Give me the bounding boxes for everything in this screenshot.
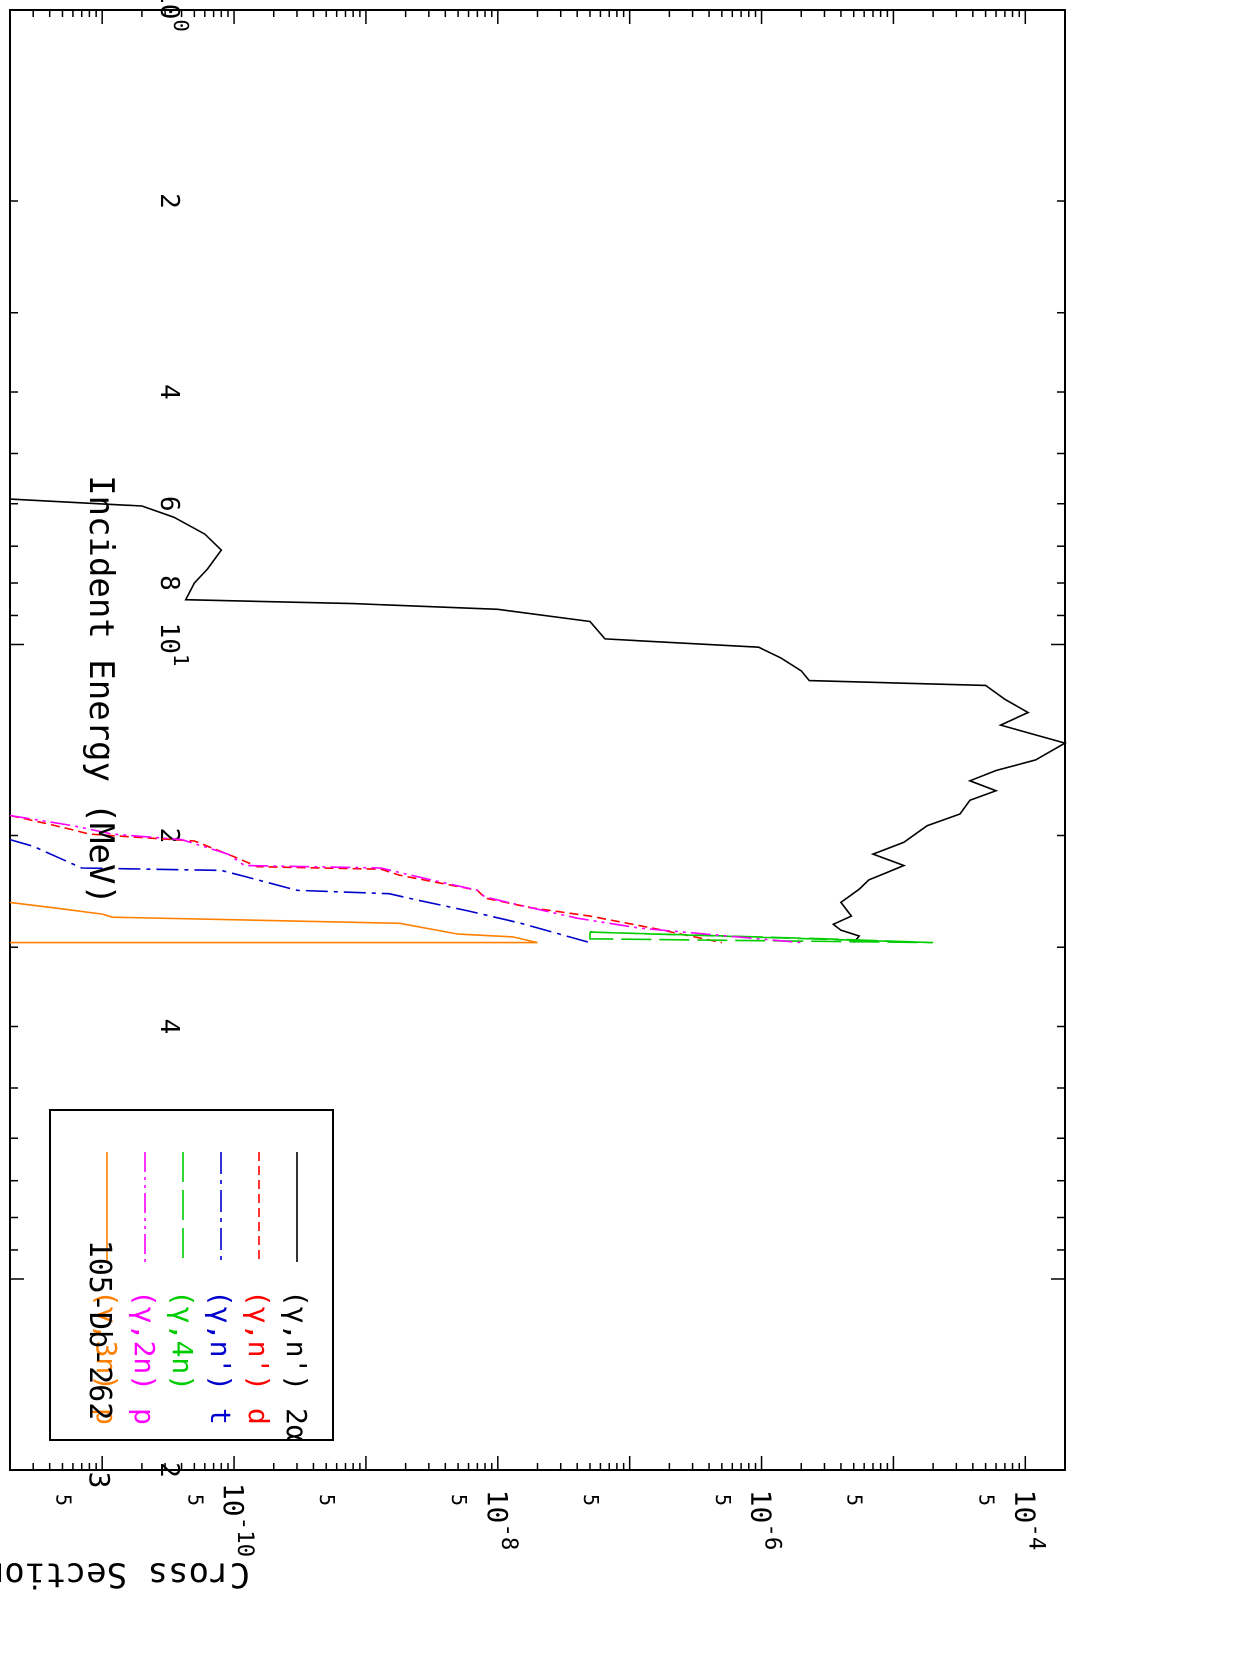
legend-label-3: (γ,n') t [204,1290,237,1425]
y-tick-label: 5 [315,1494,339,1506]
y-tick-label: 5 [843,1494,867,1506]
y-tick-label: 5 [579,1494,603,1506]
legend-label-5: (γ,2n) p [128,1290,161,1425]
x-tick-label: 2 [154,828,184,844]
legend-label-2: (γ,n') d [242,1290,275,1425]
legend-label-4: (γ,4n) [166,1290,199,1391]
x-tick-label: 100 [154,0,193,32]
x-tick-label: 101 [154,623,193,667]
x-tick-label: 8 [154,575,184,591]
legend-label-6: (γ,3n) p [90,1290,123,1425]
y-axis: 10-4 5 5 10-6 5 5 10-8 5 5 10-10 5 5 [9,10,1066,1557]
y-tick-label: 5 [711,1494,735,1506]
corner-label: 3 [83,1472,116,1489]
x-tick-label: 2 [154,1462,184,1478]
y-tick-label: 5 [447,1494,471,1506]
y-axis-label: Cross Section (barns) [0,1555,250,1595]
series-layer [9,498,1068,944]
y-tick-label: 5 [183,1494,207,1506]
series-line-1 [9,498,1068,944]
x-tick-label: 4 [154,384,184,400]
x-tick-label: 6 [154,496,184,512]
y-tick-label: 10-6 [745,1490,786,1551]
legend-label-1: (γ,n') 2α [280,1290,313,1442]
series-line-6 [9,901,538,944]
y-tick-label: 10-8 [481,1490,522,1551]
legend: (γ,n') 2α(γ,n') d(γ,n') t(γ,4n)(γ,2n) p(… [49,1109,334,1442]
x-tick-label: 2 [154,193,184,209]
y-tick-label: 10-4 [1008,1490,1049,1551]
series-line-3 [9,838,591,944]
chart-title: 105-Db-262 [82,1240,117,1421]
series-line-2 [9,814,723,944]
series-line-5 [9,814,802,944]
x-axis-label: Incident Energy (MeV) [81,475,121,905]
y-tick-label: 10-10 [217,1483,258,1557]
y-tick-label: 5 [975,1494,999,1506]
x-tick-label: 4 [154,1019,184,1035]
y-tick-label: 5 [51,1494,75,1506]
legend-box [49,1109,334,1441]
series-line-4 [589,931,934,944]
